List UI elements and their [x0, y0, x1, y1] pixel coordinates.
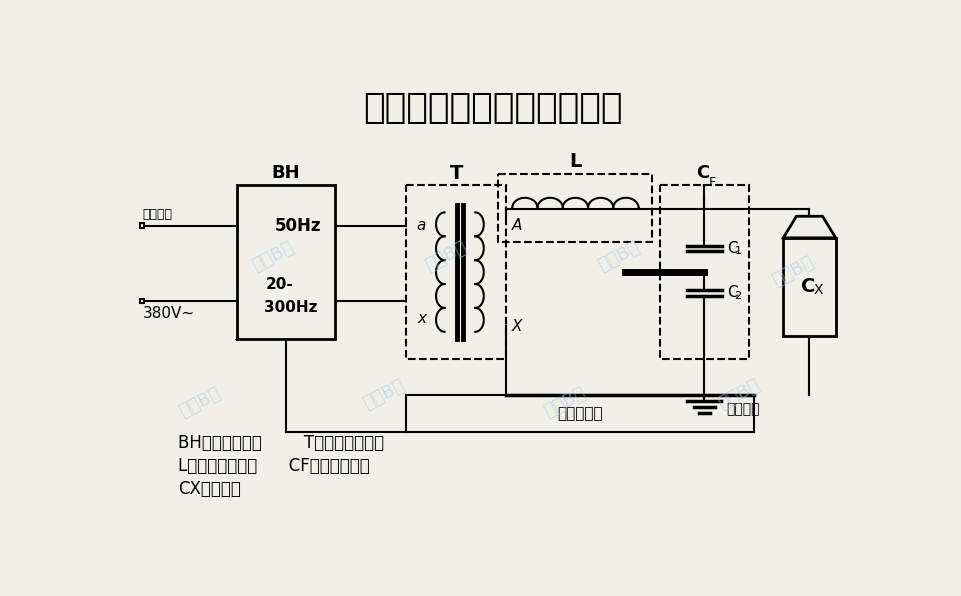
Text: C: C [696, 164, 708, 182]
Text: C: C [726, 285, 736, 300]
Text: X: X [813, 283, 823, 297]
Text: 电站B超: 电站B超 [422, 238, 469, 275]
Text: BH：变频电源；        T：励磁变压器；: BH：变频电源； T：励磁变压器； [178, 434, 383, 452]
Text: X: X [511, 319, 522, 334]
Text: 50Hz: 50Hz [274, 216, 321, 234]
Text: F: F [708, 176, 715, 190]
Text: 20-: 20- [266, 277, 293, 291]
Bar [782, 238, 835, 336]
Text: CX：被试品: CX：被试品 [178, 480, 240, 498]
Text: 1: 1 [733, 246, 741, 256]
Bar [659, 185, 748, 359]
Text: A: A [511, 218, 522, 233]
Text: 系统输入: 系统输入 [142, 208, 172, 221]
Text: 电站B超: 电站B超 [768, 253, 816, 290]
Bar [236, 185, 334, 340]
Text: 电站B超: 电站B超 [176, 384, 223, 421]
Text: 电站B超: 电站B超 [714, 377, 762, 413]
Text: L: L [569, 152, 581, 171]
Bar [139, 224, 144, 228]
Bar [498, 174, 652, 242]
Bar [139, 299, 144, 303]
Bar [406, 185, 505, 359]
Text: 电站B超: 电站B超 [541, 384, 589, 421]
Text: BH: BH [271, 164, 300, 182]
Text: 采样信号线: 采样信号线 [556, 406, 603, 421]
Text: 电站B超: 电站B超 [595, 238, 643, 275]
Text: x: x [416, 311, 426, 326]
Text: T: T [449, 164, 462, 182]
Text: 电站B超: 电站B超 [249, 238, 296, 275]
Text: 电站B超: 电站B超 [360, 377, 407, 413]
Text: a: a [416, 218, 426, 233]
Text: L：电抗器组合；      CF：电容分压器: L：电抗器组合； CF：电容分压器 [178, 457, 369, 475]
Text: 系统接地: 系统接地 [726, 402, 758, 416]
Text: C: C [800, 277, 814, 296]
Text: 380V~: 380V~ [142, 306, 194, 321]
Text: 300Hz: 300Hz [264, 300, 317, 315]
Text: C: C [726, 241, 736, 256]
Text: 2: 2 [733, 291, 741, 301]
Text: 发电机交流耐压试验原理图: 发电机交流耐压试验原理图 [363, 91, 622, 126]
